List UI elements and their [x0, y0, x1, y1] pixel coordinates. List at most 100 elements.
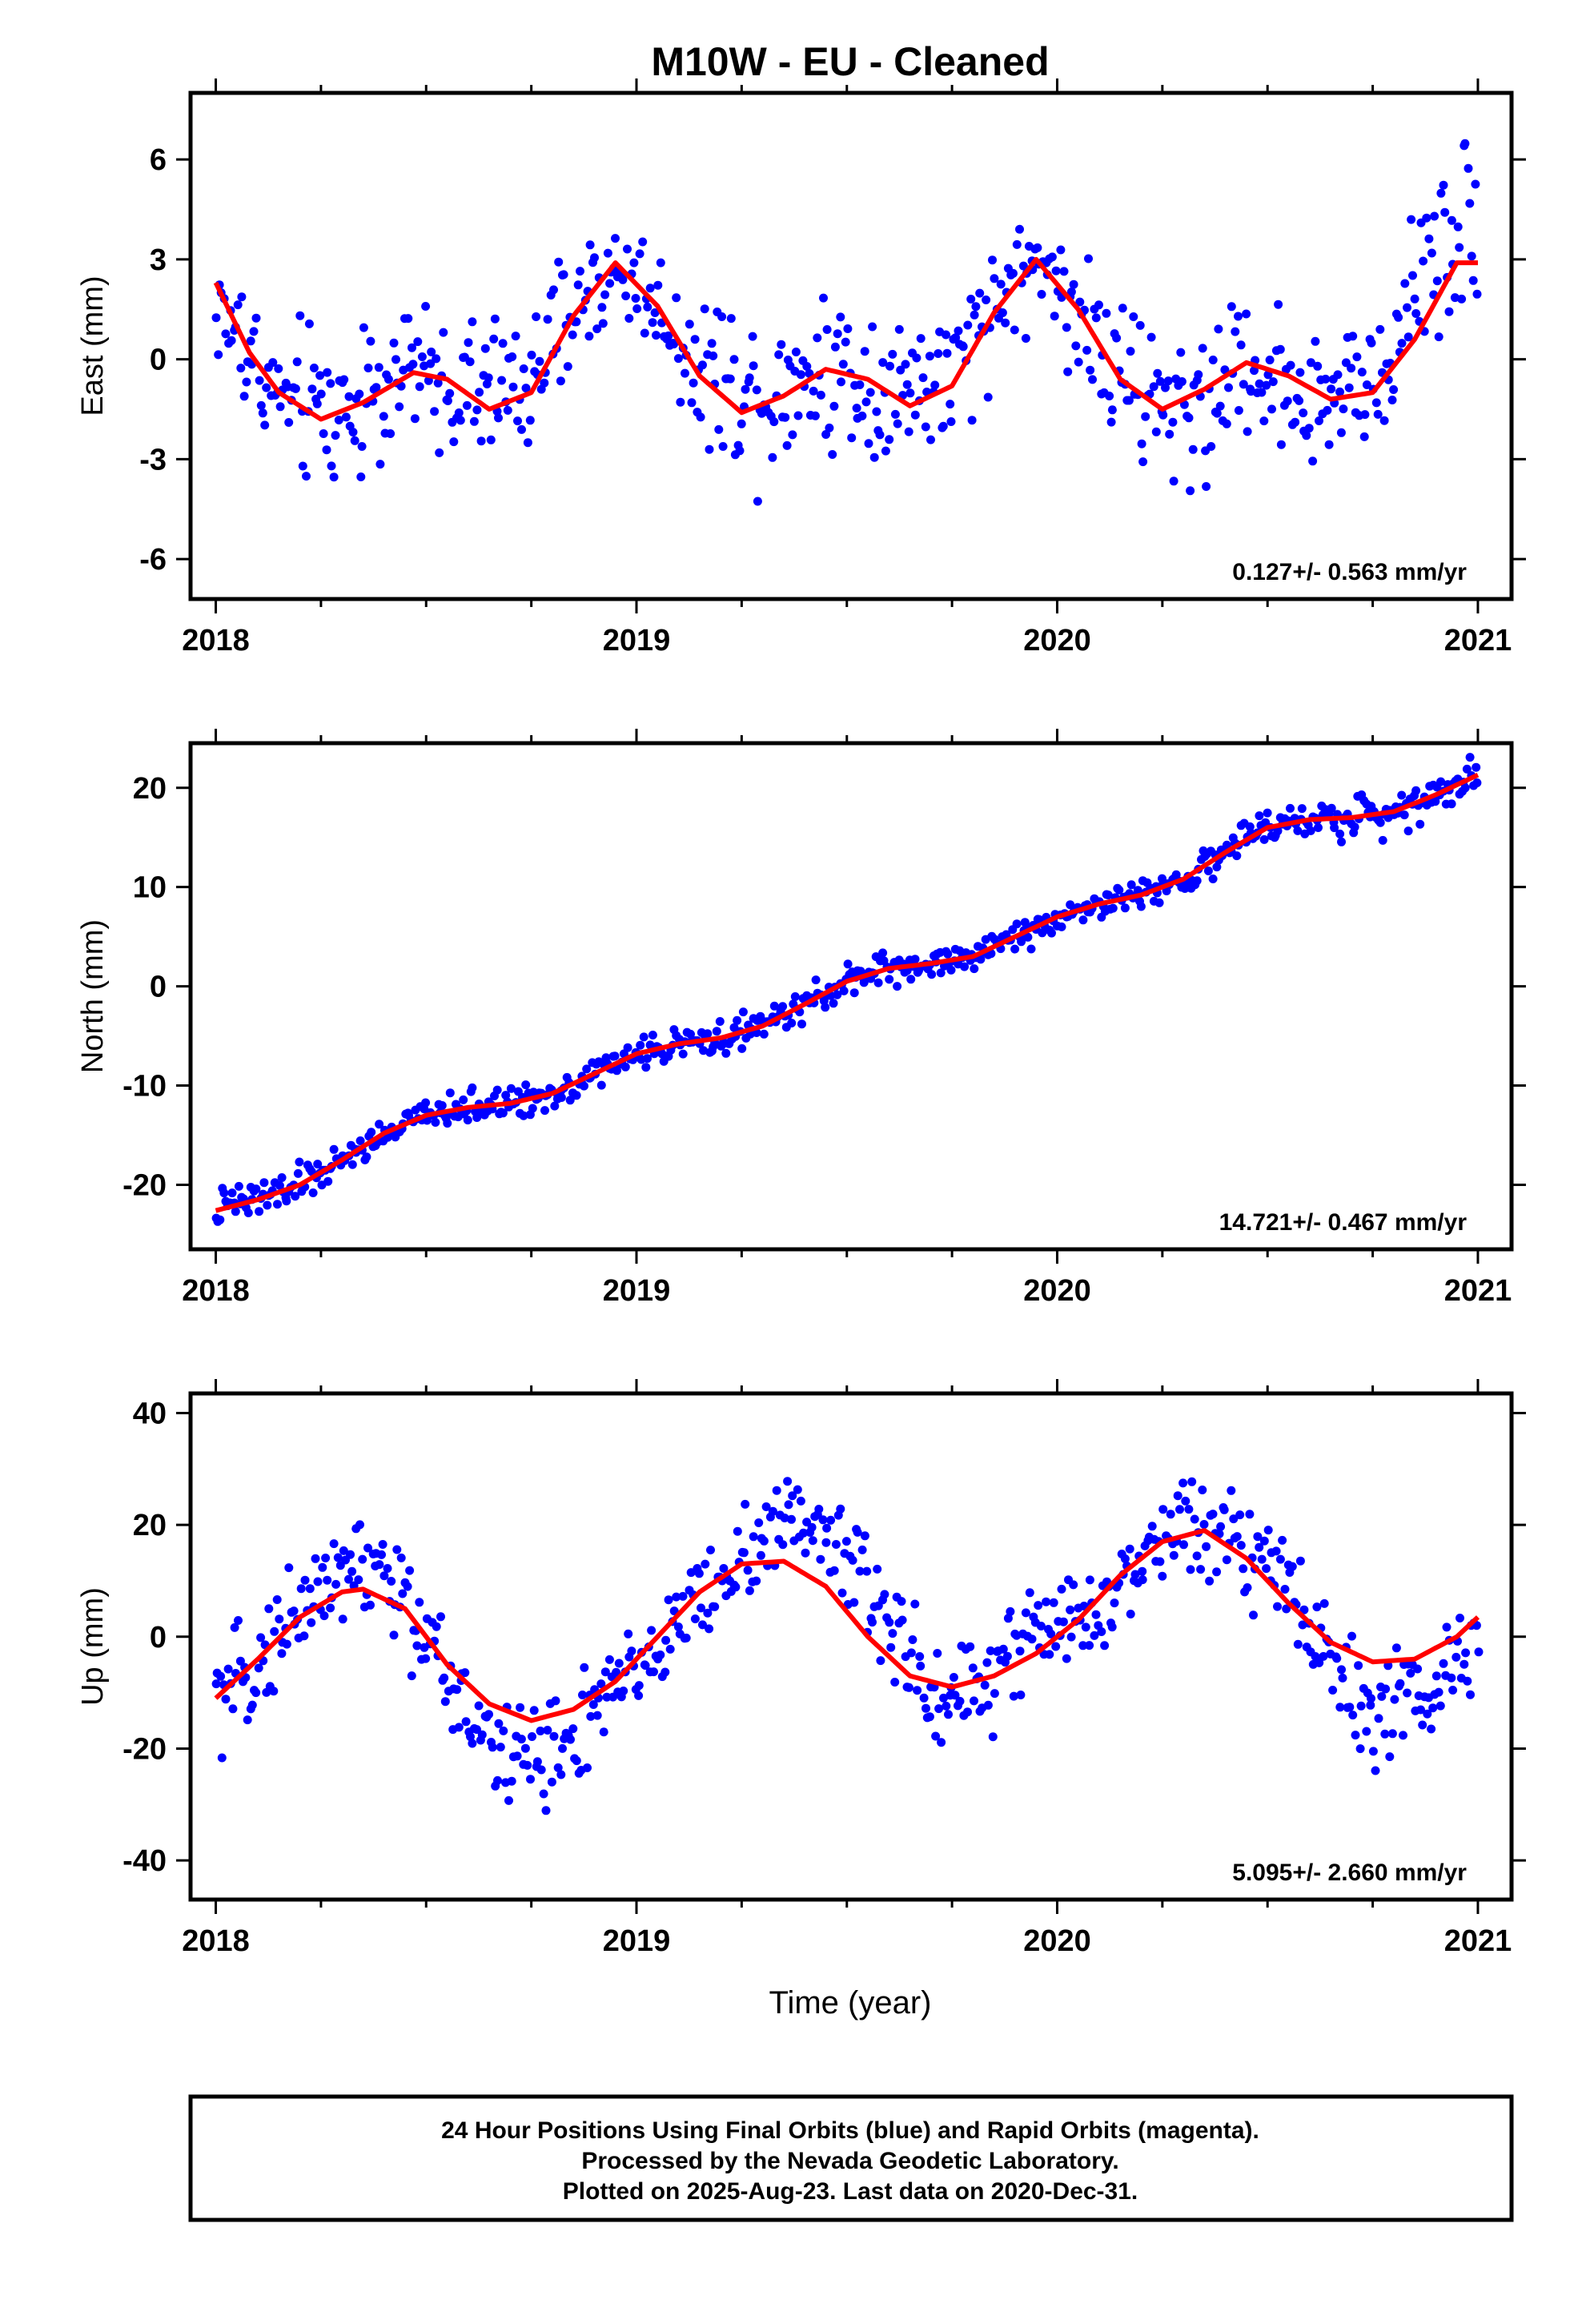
data-point	[1138, 1566, 1147, 1576]
data-point	[319, 1611, 329, 1621]
data-point	[1051, 1642, 1061, 1651]
data-point	[596, 1679, 606, 1689]
data-point	[910, 1599, 920, 1609]
data-point	[1312, 1602, 1322, 1612]
data-point	[710, 1602, 720, 1611]
data-point	[255, 376, 264, 385]
data-point	[375, 460, 385, 469]
data-point	[1335, 387, 1344, 396]
data-point	[598, 319, 608, 328]
y-tick-label: -10	[122, 1070, 167, 1104]
data-point	[494, 1719, 504, 1728]
data-point	[986, 1646, 995, 1655]
data-point	[910, 955, 920, 964]
data-point	[906, 975, 916, 984]
data-point	[1088, 375, 1097, 384]
data-point	[239, 392, 249, 401]
east-panel: 2018 2019 2020 2021 6 3 0 -3 -6 East (mm) 0.127+/-…	[76, 78, 1526, 657]
data-point	[837, 377, 845, 387]
data-point	[1406, 1668, 1415, 1678]
data-point	[802, 362, 812, 371]
data-point	[344, 1574, 353, 1584]
data-point	[875, 430, 885, 440]
data-point	[1448, 1686, 1458, 1695]
data-point	[888, 349, 897, 359]
data-point	[1306, 358, 1315, 368]
data-point	[1192, 876, 1202, 886]
data-point	[1102, 308, 1111, 318]
data-point	[1440, 207, 1450, 217]
data-point	[913, 1686, 922, 1695]
data-point	[259, 1178, 269, 1188]
data-point	[698, 360, 707, 370]
x-tick-label: 2021	[1444, 1274, 1512, 1308]
x-tick-label: 2019	[603, 624, 671, 657]
data-point	[231, 1207, 240, 1216]
data-point	[733, 1526, 742, 1536]
data-point	[729, 355, 739, 364]
data-point	[1390, 1695, 1399, 1704]
data-point	[377, 1550, 386, 1559]
data-point	[1094, 300, 1103, 310]
data-point	[718, 442, 728, 451]
data-point	[1411, 786, 1421, 795]
data-point	[431, 1118, 440, 1127]
data-point	[1151, 427, 1161, 436]
data-point	[1232, 1532, 1242, 1542]
data-point	[247, 1700, 257, 1710]
data-point	[669, 340, 679, 349]
data-point	[954, 326, 963, 336]
data-point	[1023, 932, 1033, 942]
data-point	[523, 1760, 532, 1770]
data-point	[1066, 900, 1075, 910]
data-point	[1447, 215, 1456, 225]
data-point	[1097, 1627, 1106, 1636]
data-point	[712, 1027, 721, 1036]
data-point	[234, 1616, 243, 1625]
data-point	[1350, 822, 1359, 832]
data-point	[1081, 1622, 1090, 1632]
x-tick-label: 2021	[1444, 1924, 1512, 1958]
data-point	[599, 1727, 608, 1737]
data-point	[787, 1514, 796, 1524]
data-point	[549, 1731, 559, 1741]
data-point	[687, 398, 697, 408]
data-point	[1327, 803, 1336, 813]
data-point	[685, 320, 694, 329]
data-point	[346, 1550, 355, 1559]
data-point	[1169, 1550, 1178, 1560]
data-point	[703, 1608, 713, 1618]
data-point	[1263, 1526, 1273, 1535]
data-point	[454, 1723, 464, 1732]
data-point	[653, 280, 663, 290]
figure-title: M10W - EU - Cleaned	[651, 39, 1049, 84]
data-point	[982, 296, 991, 304]
data-point	[1399, 1731, 1407, 1740]
data-point	[1362, 1727, 1371, 1736]
data-point	[822, 325, 832, 334]
data-point	[433, 378, 443, 388]
data-point	[1021, 334, 1030, 343]
data-point	[536, 1765, 546, 1775]
data-point	[496, 1743, 505, 1752]
data-point	[703, 1029, 713, 1039]
data-point	[1062, 1654, 1071, 1663]
data-point	[1255, 379, 1264, 388]
data-point	[1397, 790, 1407, 800]
data-point	[211, 1679, 221, 1689]
data-point	[1356, 1701, 1366, 1711]
data-point	[918, 373, 928, 383]
data-point	[1036, 1622, 1046, 1630]
data-point	[1078, 1641, 1088, 1651]
data-point	[843, 324, 853, 333]
data-point	[1460, 783, 1470, 793]
data-point	[526, 1775, 535, 1784]
data-point	[673, 354, 683, 364]
data-point	[970, 964, 979, 974]
data-point	[966, 1642, 975, 1651]
data-point	[700, 304, 709, 314]
data-point	[492, 1085, 502, 1095]
data-point	[1275, 1554, 1285, 1564]
data-point	[1129, 312, 1138, 321]
up-fit-curve	[214, 1528, 1480, 1723]
